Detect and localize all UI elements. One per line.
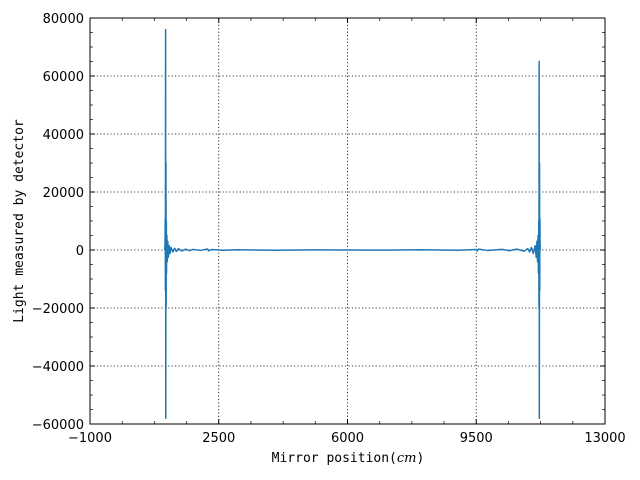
grid-lines xyxy=(90,18,605,424)
x-tick-label: 6000 xyxy=(331,431,364,446)
x-tick-label: −1000 xyxy=(68,431,112,446)
x-tick-label: 13000 xyxy=(584,431,625,446)
y-tick-label: 60000 xyxy=(43,70,84,85)
y-tick-label: −40000 xyxy=(32,360,84,375)
minor-ticks xyxy=(90,18,605,424)
plot-frame xyxy=(89,17,606,425)
x-axis-label: Mirror position(cm) xyxy=(272,451,425,466)
y-tick-label: 80000 xyxy=(43,12,84,27)
x-tick-label: 2500 xyxy=(202,431,235,446)
x-tick-label: 9500 xyxy=(460,431,493,446)
y-axis-label: Light measured by detector xyxy=(12,119,27,323)
series-line xyxy=(163,28,542,419)
y-tick-label: −20000 xyxy=(32,302,84,317)
x-axis-ticks: −1000 2500 6000 9500 13000 xyxy=(68,18,626,446)
y-axis-ticks: −60000 −40000 −20000 0 20000 40000 60000 80000 xyxy=(32,12,605,433)
y-tick-label: 0 xyxy=(76,244,84,259)
y-tick-label: 20000 xyxy=(43,186,84,201)
series-layer xyxy=(163,28,542,419)
y-tick-label: −60000 xyxy=(32,418,84,433)
y-tick-label: 40000 xyxy=(43,128,84,143)
